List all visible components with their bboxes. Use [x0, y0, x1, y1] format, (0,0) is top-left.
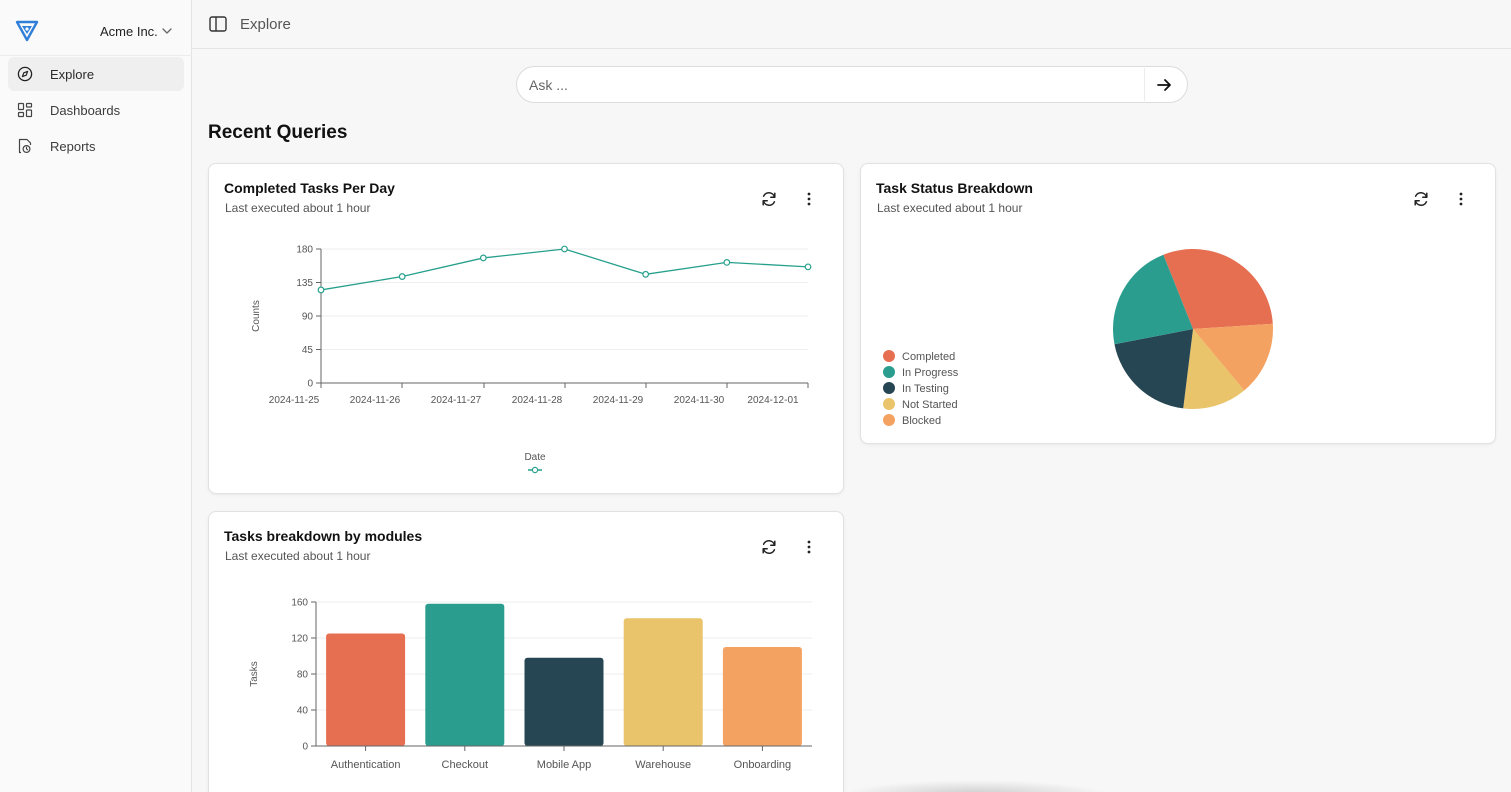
sidebar-item-label: Dashboards [50, 103, 121, 118]
data-point [398, 273, 406, 280]
arrow-right-icon[interactable] [1154, 75, 1174, 95]
card-subtitle: Last executed about 1 hour [225, 549, 371, 563]
query-card-tasks-by-module: 0 40 80 120 160 Authentication Checkout Mobile … [208, 511, 844, 792]
drag-shadow [840, 780, 1110, 792]
x-tick-label: 2024-11-29 [593, 395, 644, 406]
more-vertical-icon[interactable] [800, 538, 818, 556]
y-tick-label: 40 [297, 706, 309, 717]
x-tick-label: Onboarding [734, 759, 792, 771]
refresh-icon[interactable] [760, 538, 778, 556]
y-tick-label: 90 [302, 312, 314, 323]
sidebar-toggle-icon[interactable] [209, 16, 227, 32]
card-subtitle: Last executed about 1 hour [877, 201, 1023, 215]
legend-marker [531, 466, 539, 474]
x-tick-label: Checkout [442, 759, 488, 771]
ask-input[interactable] [529, 75, 1129, 95]
x-tick-label: 2024-12-01 [747, 395, 799, 406]
x-tick-label: 2024-11-28 [512, 395, 563, 406]
card-subtitle: Last executed about 1 hour [225, 201, 371, 215]
section-title: Recent Queries [208, 122, 348, 143]
x-tick-label: 2024-11-25 [269, 395, 320, 406]
y-tick-label: 120 [291, 634, 308, 645]
bar-onboarding [722, 647, 802, 746]
pie-slice-completed [1163, 249, 1273, 329]
card-title: Completed Tasks Per Day [224, 180, 395, 196]
compass-icon [17, 66, 33, 82]
sidebar-item-explore[interactable]: Explore [8, 57, 184, 91]
bar-mobile-app [524, 657, 604, 746]
x-tick-label: 2024-11-27 [431, 395, 482, 406]
y-tick-label: 80 [297, 670, 309, 681]
sidebar-item-reports[interactable]: Reports [8, 129, 184, 163]
sidebar-item-label: Reports [50, 139, 96, 154]
legend-swatch [883, 414, 895, 426]
sidebar: Acme Inc. Explore Dashboards [0, 0, 192, 792]
legend-label: In Testing [902, 383, 949, 395]
x-tick-label: Mobile App [537, 759, 591, 771]
legend-swatch [883, 350, 895, 362]
logo-icon[interactable] [15, 20, 39, 42]
data-point [479, 254, 487, 262]
y-tick-label: 135 [296, 278, 313, 289]
data-point [804, 263, 812, 271]
pie-slice-in-testing [1114, 329, 1193, 409]
series-line [320, 248, 809, 291]
sidebar-item-dashboards[interactable]: Dashboards [8, 93, 184, 127]
sidebar-item-label: Explore [50, 67, 95, 82]
data-point [561, 245, 568, 253]
bar-warehouse [623, 618, 703, 746]
bar-chart: 0 40 80 120 160 Authentication Checkout Mobile … [249, 598, 812, 771]
x-tick-label: 2024-11-30 [674, 395, 725, 406]
y-tick-label: 0 [307, 379, 313, 390]
ask-divider [1144, 68, 1145, 101]
x-tick-label: 2024-11-26 [350, 395, 401, 406]
sidebar-header: Acme Inc. [0, 0, 192, 56]
dashboard-grid-icon [17, 102, 33, 118]
bar-authentication [326, 633, 406, 746]
legend-label: In Progress [902, 367, 959, 379]
card-title: Tasks breakdown by modules [224, 528, 423, 544]
chevron-down-icon[interactable] [160, 24, 174, 38]
legend-label: Blocked [902, 415, 941, 427]
bar-checkout [425, 603, 505, 746]
top-bar: Explore [192, 0, 1511, 49]
y-tick-label: 160 [291, 598, 308, 609]
y-axis-title: Tasks [249, 661, 260, 687]
y-tick-label: 45 [302, 345, 314, 356]
x-tick-label: Authentication [331, 759, 401, 771]
legend-label: Not Started [902, 399, 958, 411]
refresh-icon[interactable] [1412, 190, 1430, 208]
sidebar-nav: Explore Dashboards Reports [8, 56, 184, 165]
legend-swatch [883, 382, 895, 394]
x-tick-label: Warehouse [635, 759, 691, 771]
y-axis-title: Counts [251, 300, 262, 332]
legend-label: Completed [902, 351, 955, 363]
query-card-task-status: Completed In Progress In Testing Not Starte… [860, 163, 1496, 444]
refresh-icon[interactable] [760, 190, 778, 208]
pie-chart: Completed In Progress In Testing Not Starte… [883, 249, 1273, 427]
y-tick-label: 0 [302, 742, 308, 753]
legend-swatch [883, 398, 895, 410]
pie-slice-not-started [1183, 329, 1245, 409]
ask-bar [516, 66, 1188, 103]
more-vertical-icon[interactable] [1452, 190, 1470, 208]
data-point [642, 270, 650, 278]
x-axis-title: Date [524, 452, 546, 463]
more-vertical-icon[interactable] [800, 190, 818, 208]
report-icon [18, 138, 32, 154]
breadcrumb: Explore [240, 16, 291, 33]
legend-swatch [883, 366, 895, 378]
data-point [317, 286, 325, 294]
org-switcher-label[interactable]: Acme Inc. [100, 24, 158, 39]
query-card-completed-tasks: 0 45 90 135 180 2024-11-25 2024-11-26 2024-11-2… [208, 163, 844, 494]
data-point [723, 258, 731, 266]
pie-slice-blocked [1193, 323, 1273, 391]
card-title: Task Status Breakdown [876, 180, 1033, 196]
pie-slice-in-progress [1113, 254, 1193, 345]
line-chart: 0 45 90 135 180 2024-11-25 2024-11-26 2024-11-2… [251, 245, 812, 474]
y-tick-label: 180 [296, 245, 313, 256]
